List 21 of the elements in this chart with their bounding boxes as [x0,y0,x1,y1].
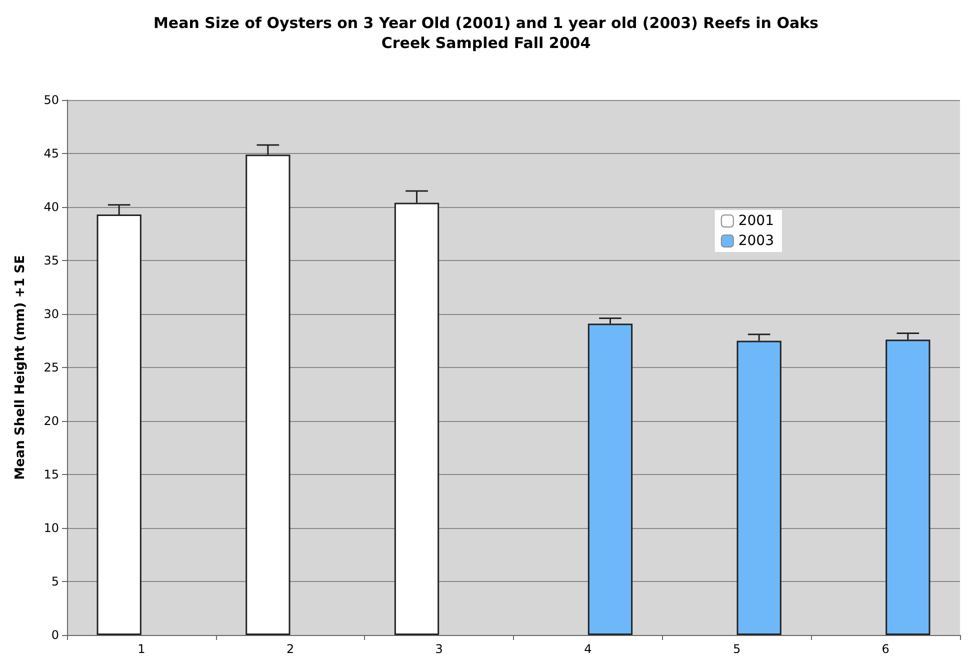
y-tick-label: 25 [44,360,59,374]
y-tick-label: 45 [44,146,59,160]
x-tick-label: 6 [882,642,890,656]
legend-label: 2001 [738,213,774,229]
x-tick-label: 2 [286,642,294,656]
x-tick-label: 1 [138,642,146,656]
chart-title: Mean Size of Oysters on 3 Year Old (2001) and 1 year old (2003) Reefs in Oaks Creek Sampled Fall 2004 [154,14,819,52]
x-tick-label: 3 [435,642,443,656]
y-tick-label: 35 [44,254,59,268]
legend-label: 2003 [738,233,774,249]
y-tick-label: 50 [44,93,59,107]
y-tick-label: 30 [44,307,59,321]
y-tick-label: 20 [44,414,59,428]
y-tick-label: 10 [44,521,59,535]
y-axis-title: Mean Shell Height (mm) +1 SE [13,255,28,480]
y-tick-label: 5 [51,574,59,588]
y-tick-label: 40 [44,200,59,214]
x-tick-label: 4 [584,642,592,656]
x-tick-label: 5 [732,642,741,656]
y-tick-label: 0 [51,628,59,642]
y-tick-label: 15 [44,468,59,482]
